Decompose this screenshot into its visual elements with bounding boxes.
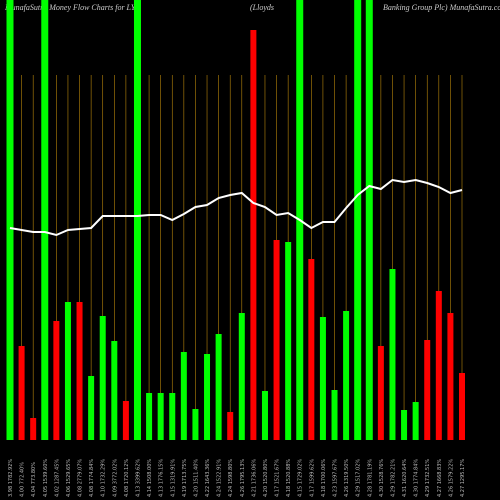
bar: [76, 302, 83, 440]
x-tick-label: 4.27 1668.83%: [437, 459, 443, 497]
x-tick-label: 4.20 1520.80%: [263, 459, 269, 497]
bar: [215, 334, 222, 440]
x-tick-label: 4.29 1517.02%: [356, 459, 362, 497]
bar: [261, 391, 268, 440]
bar: [401, 410, 408, 440]
x-tick-label: 4.00 772.40%: [20, 462, 26, 497]
x-tick-label: 4.18 1520.88%: [286, 459, 292, 497]
bar: [365, 0, 373, 440]
x-tick-label: 4.19 1713.75%: [182, 459, 188, 497]
x-tick-label: 4.02 1287.45%: [54, 459, 60, 497]
bar: [354, 0, 362, 440]
x-tick-label: 4.05 1539.60%: [43, 459, 49, 497]
x-tick-label: 4.13 1776.15%: [159, 459, 165, 497]
x-tick-label: 4.08 1720.12%: [124, 459, 130, 497]
x-tick-label: 4.27 1295.17%: [460, 459, 466, 497]
bar: [111, 341, 118, 440]
bar: [180, 352, 187, 440]
bar: [389, 269, 396, 440]
line: [9, 178, 463, 237]
x-tick-label: 4.26 1579.22%: [448, 459, 454, 497]
x-tick-label: 4.08 1774.84%: [89, 459, 95, 497]
x-tick-label: 4.15 1729.02%: [298, 459, 304, 497]
bar: [447, 313, 454, 440]
bar: [250, 30, 257, 440]
bar: [204, 354, 211, 440]
bar: [64, 302, 71, 440]
x-tick-label: 4.31 1620.64%: [402, 459, 408, 497]
bar: [41, 0, 49, 440]
x-tick-label: 4.10 1732.29%: [101, 459, 107, 497]
x-tick-label: 4.08 2779.07%: [78, 459, 84, 497]
x-tick-label: 4.28 1781.19%: [367, 459, 373, 497]
x-tick-label: 4.17 1599.62%: [309, 459, 315, 497]
bar: [331, 390, 338, 440]
x-tick-label: 4.17 1521.67%: [275, 459, 281, 497]
x-tick-label: 4.26 1319.50%: [344, 459, 350, 497]
chart-subtitle: (Lloyds: [250, 3, 274, 12]
bar: [30, 418, 37, 440]
x-tick-label: 4.18 1700.06%: [321, 459, 327, 497]
x-tick-label: 4.30 1774.84%: [414, 459, 420, 497]
x-tick-label: 4.13 3399.62%: [135, 459, 141, 497]
x-tick-label: 4.06 1529.65%: [66, 459, 72, 497]
x-tick-label: 4.24 1598.80%: [228, 459, 234, 497]
bar: [273, 240, 280, 440]
bar: [146, 393, 153, 440]
x-tick-label: 4.20 1511.40%: [193, 459, 199, 497]
bar: [53, 321, 60, 440]
bar: [238, 313, 245, 440]
bar: [192, 409, 199, 440]
bar: [319, 317, 326, 440]
bar: [122, 401, 129, 440]
x-tick-label: 4.21 1736.06%: [251, 459, 257, 497]
x-tick-label: 4.26 1795.13%: [240, 459, 246, 497]
x-tick-label: 3.98 1782.92%: [8, 459, 14, 497]
x-tick-label: 4.15 1319.91%: [170, 459, 176, 497]
x-tick-label: 4.22 1643.36%: [205, 459, 211, 497]
bar: [157, 393, 164, 440]
bar: [6, 0, 14, 440]
bar: [18, 346, 25, 440]
x-tick-label: 4.30 1528.76%: [379, 459, 385, 497]
bar: [412, 402, 419, 440]
x-tick-label: 4.29 1782.21%: [390, 459, 396, 497]
x-tick-label: 4.04 773.80%: [31, 462, 37, 497]
x-tick-label: 4.24 1522.91%: [217, 459, 223, 497]
bar: [227, 412, 234, 440]
x-tick-label: 4.29 1732.51%: [425, 459, 431, 497]
bar: [99, 316, 106, 440]
bar: [133, 0, 141, 440]
x-tick-label: 4.23 1597.67%: [333, 459, 339, 497]
bar: [285, 242, 292, 440]
bar: [343, 311, 350, 440]
bar: [88, 376, 95, 440]
chart-subtitle: Banking Group Plc) MunafaSutra.com: [383, 3, 500, 12]
bar: [435, 291, 442, 440]
bar: [377, 346, 384, 440]
bar: [169, 393, 176, 440]
x-tick-label: 4.14 1508.00%: [147, 459, 153, 497]
chart-title: MunafaSutra Money Flow Charts for LYG: [4, 3, 141, 12]
bar: [308, 259, 315, 440]
bar: [424, 340, 431, 440]
bar: [459, 373, 465, 440]
x-tick-label: 4.09 3772.02%: [112, 459, 118, 497]
